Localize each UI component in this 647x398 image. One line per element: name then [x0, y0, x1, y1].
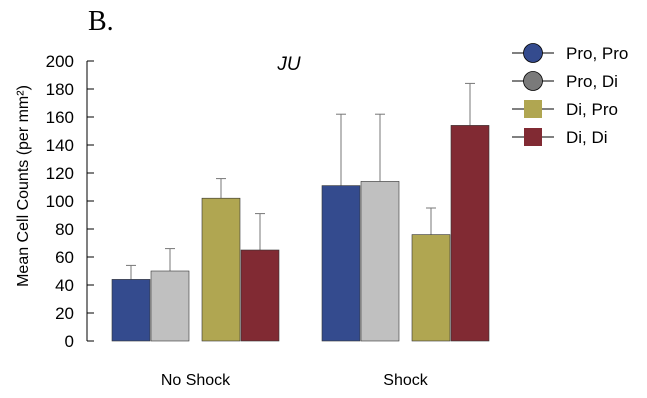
bar-di-di-0: [240, 249, 280, 342]
bar-di-pro-0: [201, 197, 241, 342]
y-tick-label: 20: [55, 304, 74, 323]
y-axis-label: Mean Cell Counts (per mm²): [15, 85, 32, 287]
bar-pro-di-1: [360, 181, 400, 342]
legend-marker: [524, 128, 542, 146]
legend-marker: [523, 43, 543, 63]
x-category-label: Shock: [383, 372, 428, 389]
legend-label: Di, Di: [566, 128, 608, 147]
legend-marker: [523, 71, 543, 91]
bar-pro-di-0: [150, 270, 190, 342]
panel-label: B.: [88, 6, 114, 37]
legend-label: Di, Pro: [566, 100, 618, 119]
y-tick-label: 40: [55, 276, 74, 295]
y-tick-label: 160: [46, 108, 74, 127]
chart-title: JU: [276, 54, 301, 75]
bar-di-di-1: [450, 125, 490, 342]
bar-pro-pro-0: [111, 279, 151, 342]
bar-pro-pro-1: [321, 185, 361, 342]
y-tick-label: 100: [46, 192, 74, 211]
legend-label: Pro, Di: [566, 72, 618, 91]
y-tick-label: 80: [55, 220, 74, 239]
legend-label: Pro, Pro: [566, 44, 628, 63]
y-tick-label: 180: [46, 80, 74, 99]
y-tick-label: 120: [46, 164, 74, 183]
bar-di-pro-1: [411, 234, 451, 342]
legend-marker: [524, 100, 542, 118]
y-tick-label: 0: [65, 332, 74, 351]
y-tick-label: 60: [55, 248, 74, 267]
y-tick-label: 140: [46, 136, 74, 155]
x-category-label: No Shock: [161, 372, 231, 389]
y-tick-label: 200: [46, 52, 74, 71]
